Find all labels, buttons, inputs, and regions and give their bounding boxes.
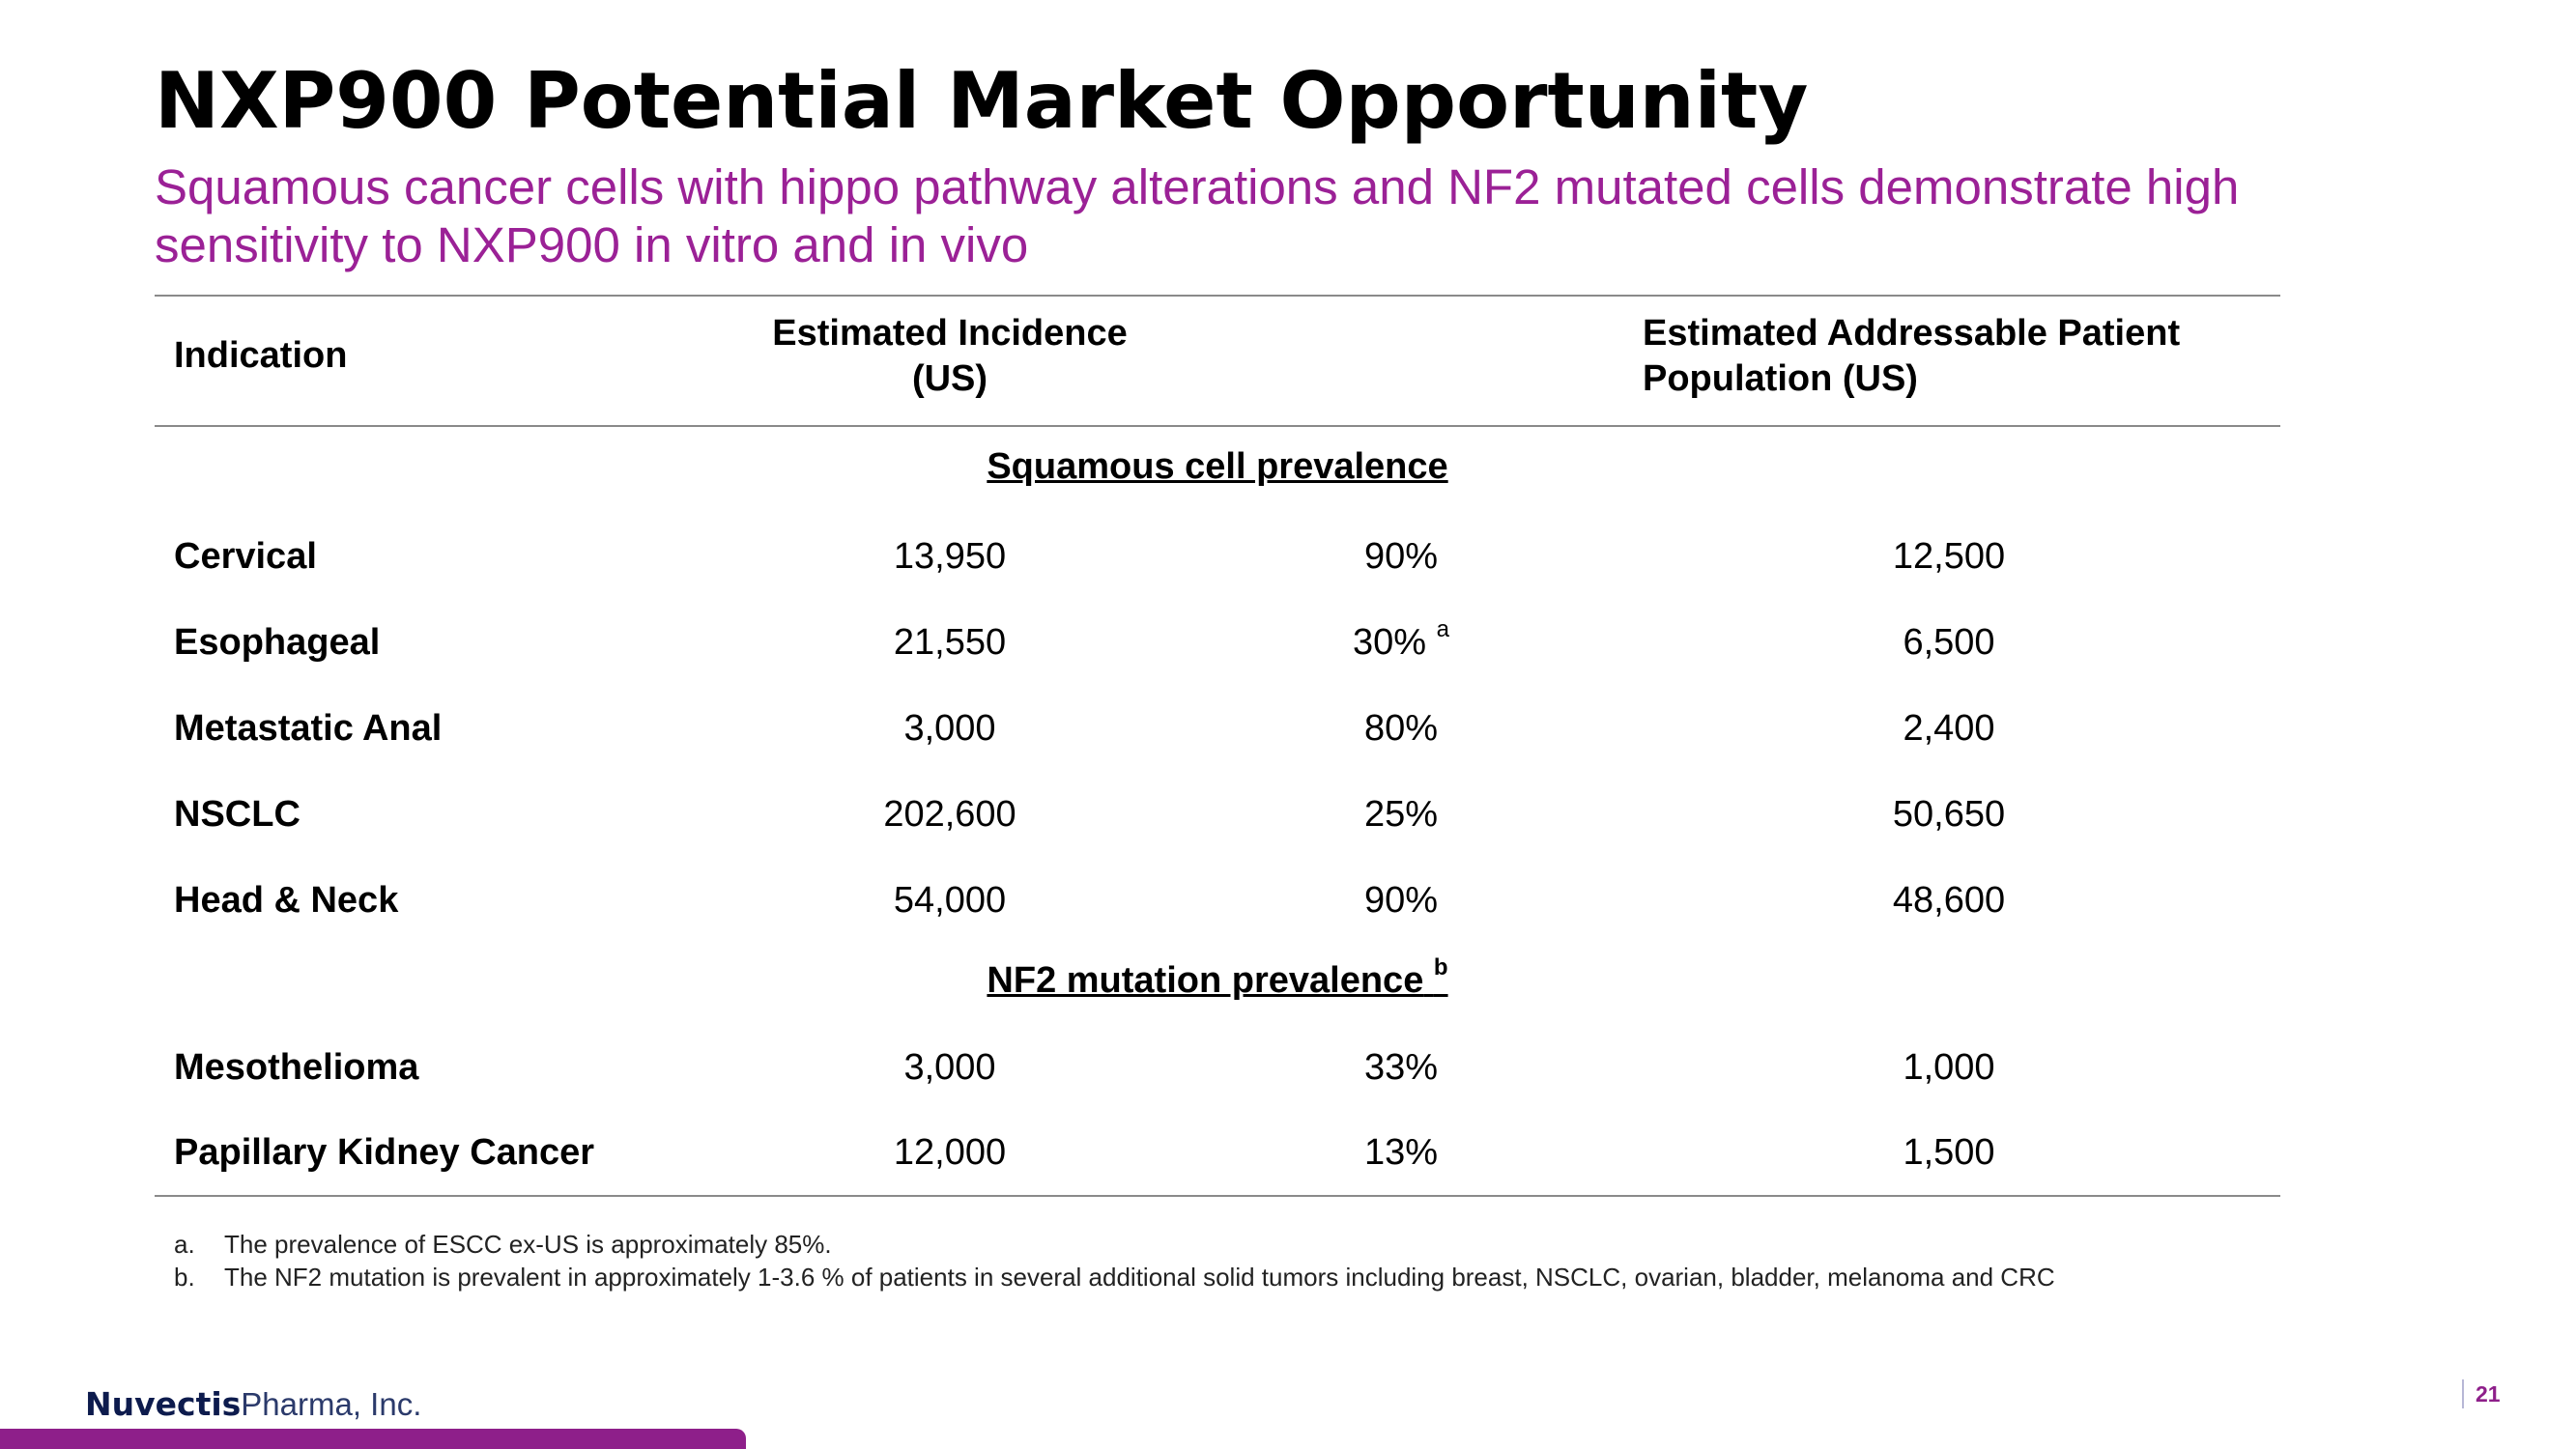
logo-brand: Nuvectis (85, 1385, 242, 1423)
row-incidence: 54,000 (893, 880, 1007, 921)
footnote-text: The prevalence of ESCC ex-US is approxim… (224, 1230, 832, 1259)
row-prevalence-value: 25% (1363, 794, 1439, 835)
row-incidence: 21,550 (893, 622, 1007, 663)
header-population: Estimated Addressable Patient Population… (1643, 311, 2180, 402)
row-population: 2,400 (1903, 708, 1995, 749)
row-indication: Metastatic Anal (174, 708, 443, 749)
page-number: 21 (2476, 1381, 2501, 1406)
row-prevalence: 90% (1304, 880, 1498, 922)
header-incidence-line1: Estimated Incidence (772, 313, 1128, 354)
row-prevalence-value: 80% (1363, 708, 1439, 749)
table-row: Papillary Kidney Cancer 12,000 13% 1,500 (0, 1132, 2576, 1190)
table-row: Cervical 13,950 90% 12,500 (0, 536, 2576, 594)
row-population: 6,500 (1903, 622, 1995, 663)
footnote-marker-b: b (1433, 954, 1448, 981)
header-bottom-rule (155, 425, 2280, 427)
row-indication: Mesothelioma (174, 1047, 419, 1088)
table-row: Metastatic Anal 3,000 80% 2,400 (0, 708, 2576, 766)
header-incidence-line2: (US) (911, 358, 988, 399)
footnote-text: The NF2 mutation is prevalent in approxi… (224, 1263, 2055, 1292)
table-row: Head & Neck 54,000 90% 48,600 (0, 880, 2576, 938)
section-title-text: Squamous cell prevalence (987, 446, 1448, 487)
row-prevalence: 25% (1304, 794, 1498, 836)
row-population: 1,500 (1903, 1132, 1995, 1173)
row-population: 1,000 (1903, 1047, 1995, 1088)
header-indication: Indication (174, 335, 348, 376)
row-population: 48,600 (1892, 880, 2006, 921)
page-title: NXP900 Potential Market Opportunity (155, 56, 1809, 146)
header-incidence: Estimated Incidence (US) (757, 311, 1143, 402)
row-prevalence-value: 30% (1353, 622, 1427, 663)
row-indication: NSCLC (174, 794, 301, 835)
row-population: 12,500 (1892, 536, 2006, 577)
row-prevalence: 33% (1304, 1047, 1498, 1089)
section-title-nf2: NF2 mutation prevalence b (976, 956, 1459, 1002)
table-row: Mesothelioma 3,000 33% 1,000 (0, 1047, 2576, 1105)
row-indication: Head & Neck (174, 880, 399, 921)
section-title-text: NF2 mutation prevalence (987, 960, 1424, 1001)
row-population: 50,650 (1892, 794, 2006, 835)
footer-accent-bar (0, 1429, 746, 1449)
footnote-marker-a: a (1436, 616, 1449, 643)
row-indication: Papillary Kidney Cancer (174, 1132, 595, 1173)
footnote-b: b. The NF2 mutation is prevalent in appro… (174, 1263, 2055, 1293)
row-prevalence-value: 33% (1363, 1047, 1439, 1088)
page-subtitle: Squamous cancer cells with hippo pathway… (155, 159, 2240, 272)
row-prevalence-value: 90% (1363, 880, 1439, 921)
table-row: Esophageal 21,550 30% a 6,500 (0, 618, 2576, 680)
footnote-marker: b. (174, 1263, 195, 1292)
logo-suffix: Pharma, Inc. (241, 1386, 422, 1422)
header-population-line2: Population (US) (1643, 358, 1918, 399)
company-logo: NuvectisPharma, Inc. (85, 1385, 421, 1423)
row-indication: Esophageal (174, 622, 381, 663)
row-incidence: 13,950 (893, 536, 1007, 577)
page-number-divider (2462, 1379, 2464, 1408)
header-population-line1: Estimated Addressable Patient (1643, 313, 2181, 354)
row-prevalence-value: 90% (1363, 536, 1439, 577)
table-top-rule (155, 295, 2280, 297)
row-prevalence-value: 13% (1363, 1132, 1439, 1173)
section-title-squamous: Squamous cell prevalence (976, 446, 1459, 488)
footnote-a: a. The prevalence of ESCC ex-US is approx… (174, 1230, 832, 1260)
row-incidence: 202,600 (883, 794, 1016, 835)
row-prevalence: 13% (1304, 1132, 1498, 1174)
row-prevalence: 30% a (1304, 618, 1498, 664)
row-prevalence: 80% (1304, 708, 1498, 750)
row-incidence: 3,000 (903, 1047, 996, 1088)
row-indication: Cervical (174, 536, 317, 577)
table-row: NSCLC 202,600 25% 50,650 (0, 794, 2576, 852)
row-incidence: 12,000 (893, 1132, 1007, 1173)
row-incidence: 3,000 (903, 708, 996, 749)
row-prevalence: 90% (1304, 536, 1498, 578)
table-bottom-rule (155, 1195, 2280, 1197)
footnote-marker: a. (174, 1230, 195, 1259)
